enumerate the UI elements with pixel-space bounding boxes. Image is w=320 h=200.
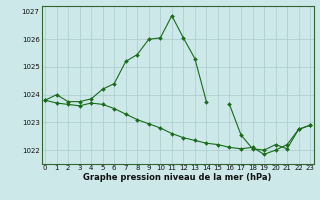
X-axis label: Graphe pression niveau de la mer (hPa): Graphe pression niveau de la mer (hPa) (84, 173, 272, 182)
Text: 1027: 1027 (21, 9, 39, 15)
